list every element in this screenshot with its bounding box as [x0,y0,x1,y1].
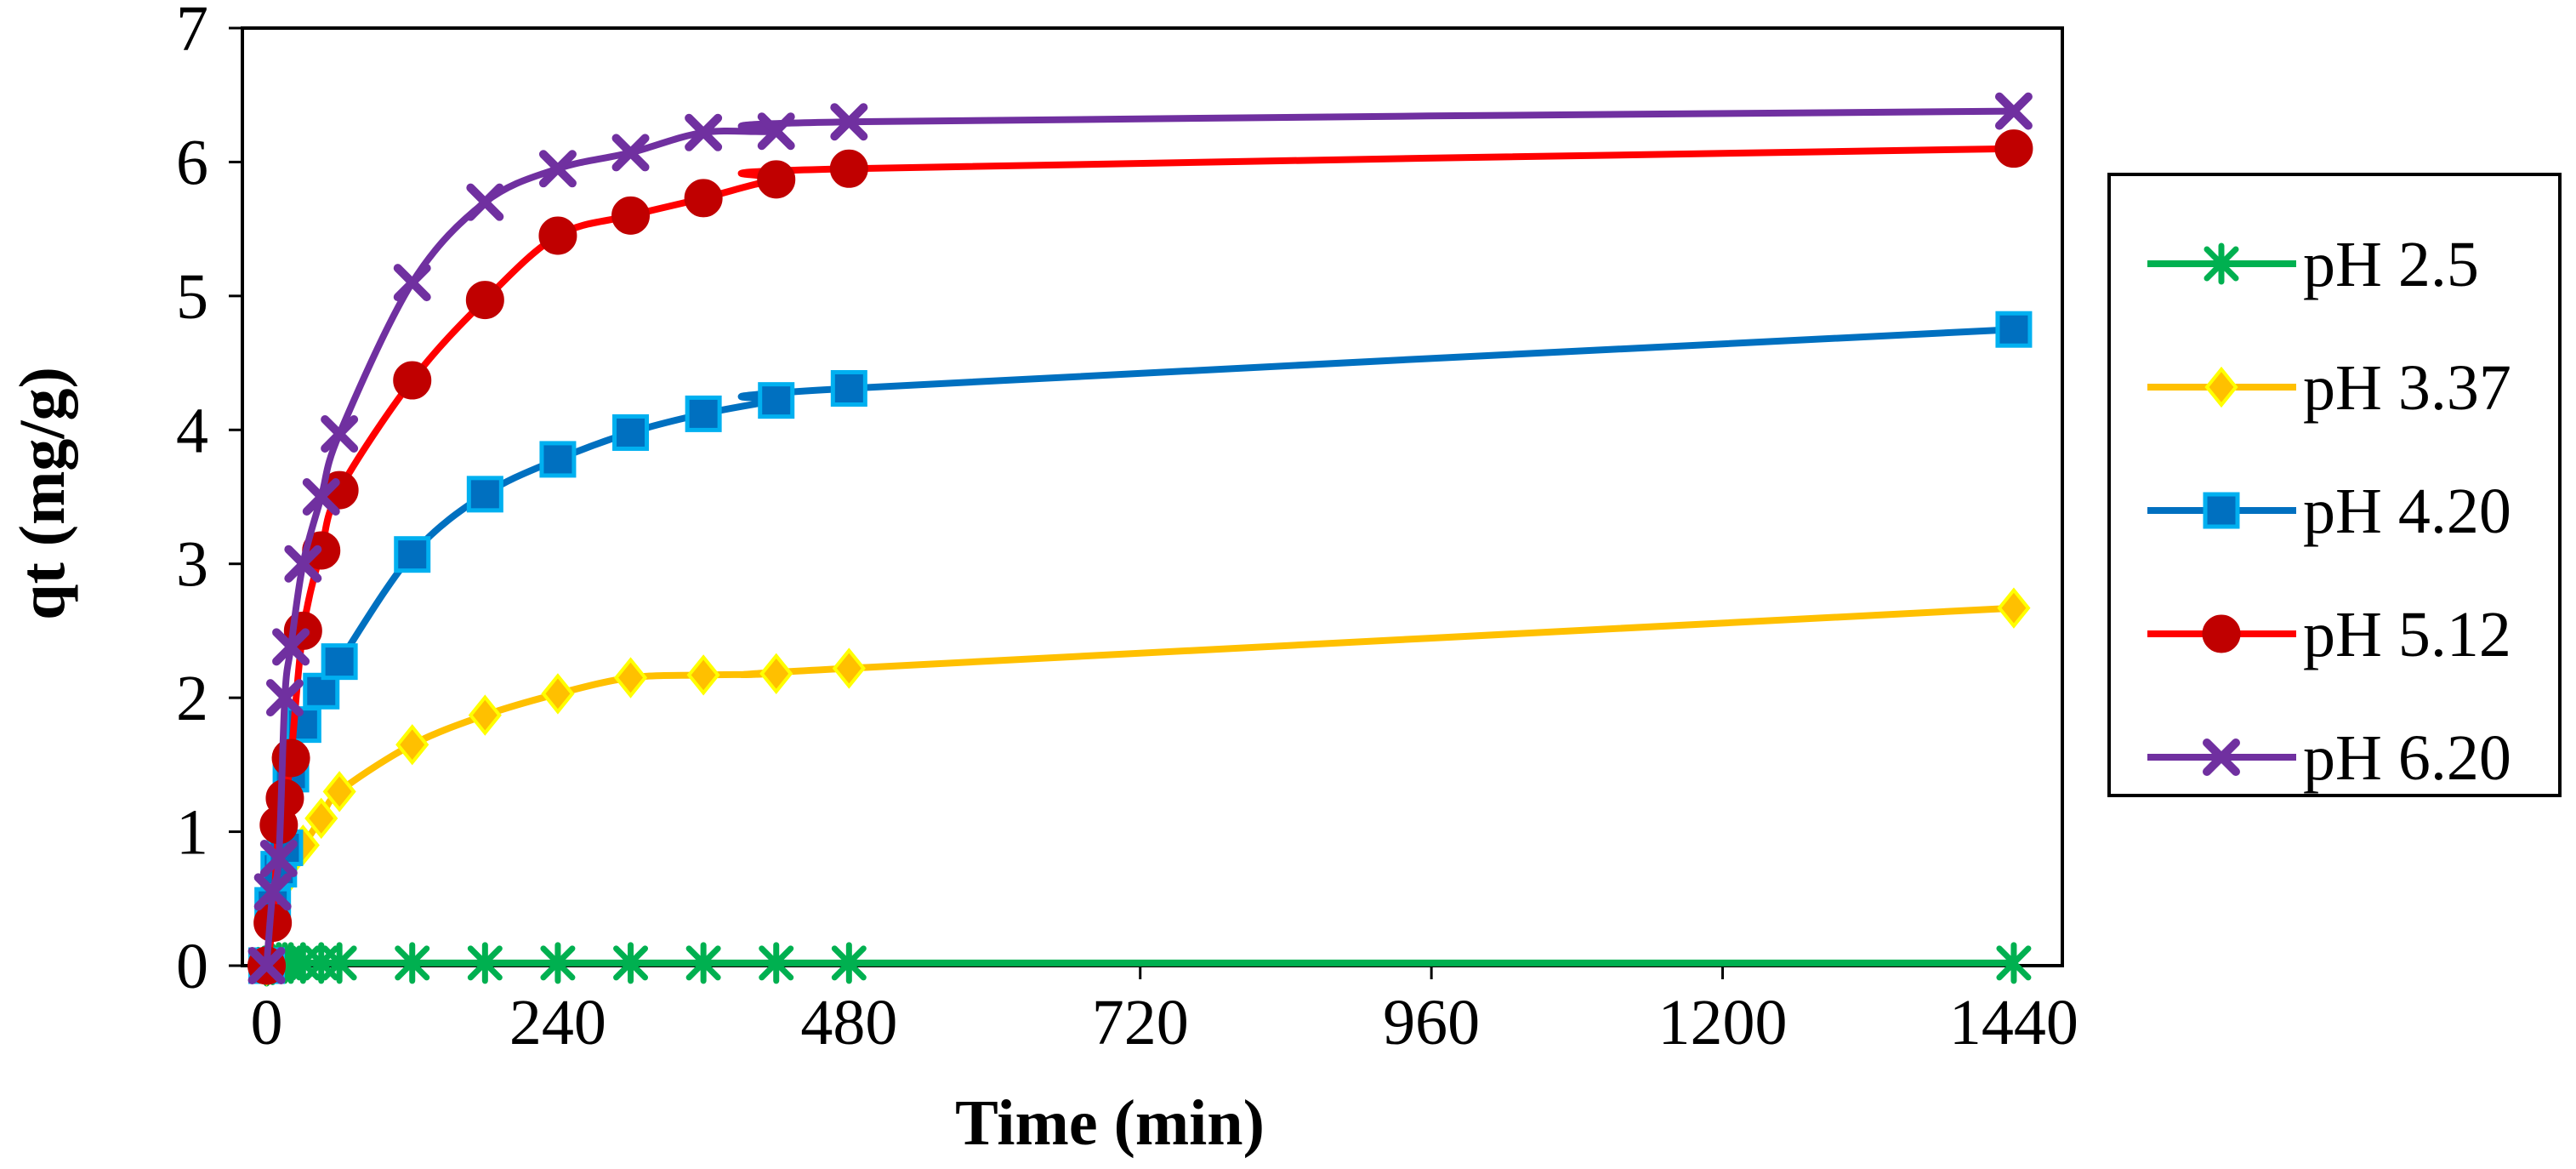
data-point-ph-3-37 [1997,587,2031,629]
data-point-ph-3-37 [832,647,866,689]
x-tick-label: 480 [800,987,897,1058]
x-tick-label: 240 [509,987,606,1058]
legend-label: pH 6.20 [2303,722,2511,794]
data-point-ph-2-5 [613,942,649,984]
y-tick-label: 2 [176,663,208,734]
data-point-ph-6-20 [247,947,286,984]
series-ph-6-20 [247,92,2033,984]
data-point-ph-6-20 [253,873,292,911]
data-point-ph-6-20 [259,840,298,878]
data-point-ph-3-37 [322,771,356,813]
data-point-ph-2-5 [759,942,794,984]
legend-label: pH 4.20 [2303,476,2511,547]
data-point-ph-4-20 [303,672,340,710]
data-point-ph-4-20 [830,369,867,407]
series-line-ph-2-5 [265,959,2014,969]
data-point-ph-6-20 [272,628,310,666]
data-point-ph-4-20 [612,413,650,451]
y-tick-label: 1 [176,797,208,869]
x-axis-ticks: 0 240 480 720 960 1200 1440 [251,966,2078,1058]
x-tick-label: 1200 [1658,987,1788,1058]
data-point-ph-2-5 [321,942,357,984]
data-point-ph-3-37 [686,654,720,696]
legend-marker [2203,738,2240,776]
data-point-ph-6-20 [1994,92,2033,130]
data-point-ph-6-20 [611,134,650,172]
legend-item-ph-6-20: pH 6.20 [2147,722,2511,794]
data-point-ph-5-12 [538,216,577,255]
data-point-ph-6-20 [830,103,868,141]
y-tick-label: 4 [176,395,208,466]
data-point-ph-2-5 [831,942,867,984]
x-axis-title: Time (min) [955,1087,1265,1159]
data-point-ph-6-20 [757,112,795,151]
data-point-ph-4-20 [1995,311,2033,348]
data-point-ph-3-37 [304,797,338,840]
data-point-ph-5-12 [684,179,723,218]
data-point-ph-3-37 [395,724,429,766]
data-point-ph-6-20 [321,415,359,453]
data-point-ph-3-37 [468,694,502,736]
data-point-ph-6-20 [284,545,322,583]
legend-marker [2203,492,2240,529]
y-tick-label: 3 [176,529,208,601]
y-axis-ticks: 0 1 2 3 4 5 6 7 [176,0,242,1002]
data-point-ph-4-20 [685,395,722,432]
data-point-ph-3-37 [541,673,575,715]
data-point-ph-4-20 [394,536,431,573]
x-tick-label: 960 [1383,987,1480,1058]
data-point-ph-2-5 [395,942,430,984]
legend-item-ph-2-5: pH 2.5 [2147,229,2479,300]
data-point-ph-4-20 [466,476,503,513]
data-point-ph-6-20 [685,113,723,151]
legend: pH 2.5 pH 3.37 pH 4.20 pH 5.12 pH 6.20 [2107,173,2562,797]
y-tick-label: 5 [176,261,208,333]
data-point-ph-2-5 [1996,942,2032,984]
legend-item-ph-3-37: pH 3.37 [2147,352,2511,424]
data-point-ph-5-12 [271,738,310,778]
data-point-ph-6-20 [265,679,304,717]
legend-label: pH 2.5 [2303,229,2479,300]
data-point-ph-6-20 [302,478,340,516]
legend-item-ph-4-20: pH 4.20 [2147,476,2511,547]
data-point-ph-4-20 [758,382,795,419]
x-tick-label: 0 [251,987,283,1058]
series-layer [247,92,2033,987]
x-tick-label: 1440 [1949,987,2078,1058]
data-point-ph-2-5 [685,942,721,984]
data-point-ph-5-12 [393,361,432,400]
x-tick-label: 720 [1092,987,1189,1058]
legend-frame [2107,173,2562,797]
data-point-ph-6-20 [466,183,504,221]
data-point-ph-4-20 [539,441,577,478]
data-point-ph-6-20 [538,150,577,188]
data-point-ph-5-12 [465,281,504,320]
legend-marker [2204,242,2239,285]
data-point-ph-3-37 [613,657,648,699]
data-point-ph-6-20 [393,264,431,302]
data-point-ph-5-12 [611,196,651,235]
plot-area-frame [241,26,2064,967]
data-point-ph-5-12 [1994,129,2033,168]
legend-label: pH 5.12 [2303,599,2511,670]
legend-marker [2204,366,2238,408]
data-point-ph-5-12 [829,149,868,188]
legend-label: pH 3.37 [2303,352,2511,424]
y-axis-title: qt (mg/g) [7,367,78,620]
data-point-ph-3-37 [759,653,793,694]
y-tick-label: 6 [176,127,208,198]
y-tick-label: 0 [176,931,208,1002]
y-tick-label: 7 [176,0,208,65]
data-point-ph-2-5 [467,942,503,984]
legend-marker [2202,614,2241,653]
data-point-ph-4-20 [321,643,358,681]
data-point-ph-2-5 [540,942,576,984]
legend-item-ph-5-12: pH 5.12 [2147,599,2511,670]
data-point-ph-5-12 [757,160,796,199]
